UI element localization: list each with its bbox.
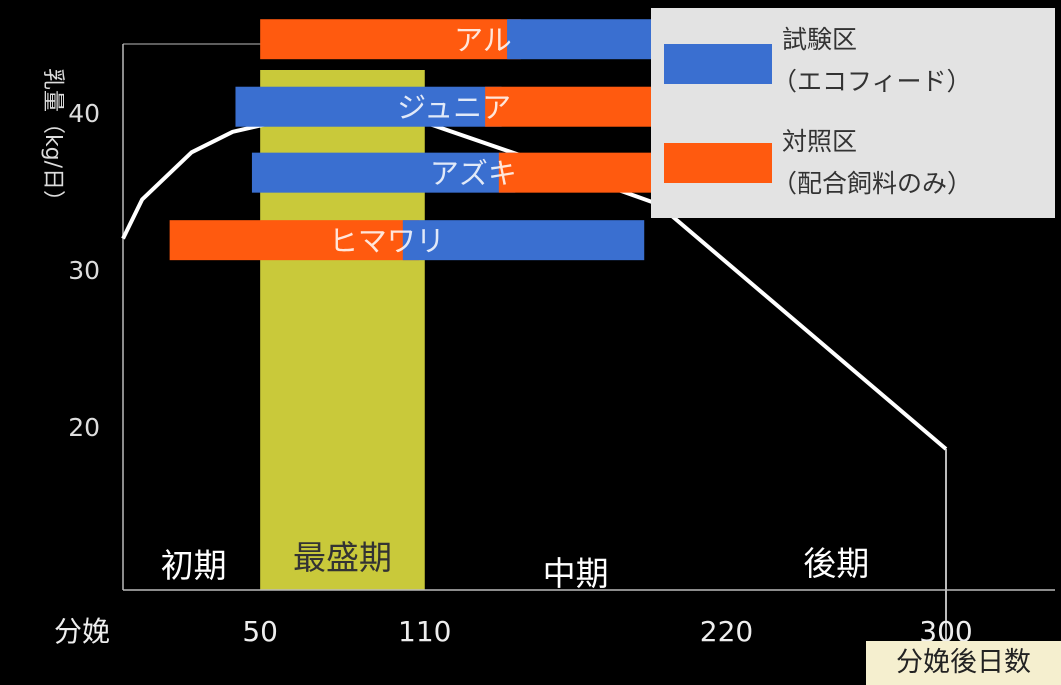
bar-1-0 — [235, 86, 502, 127]
legend-swatch-eco — [664, 44, 772, 84]
phase-label-2: 中期 — [543, 554, 609, 593]
bar-3-1 — [402, 220, 645, 261]
legend-sub-control: （配合飼料のみ） — [772, 169, 973, 198]
legend: 試験区 （エコフィード） 対照区 （配合飼料のみ） — [651, 8, 1055, 218]
cow-label-0: アル — [454, 23, 512, 57]
x-tick-label-3: 220 — [700, 615, 753, 648]
phase-label-0: 初期 — [161, 546, 227, 585]
highlight-band-1 — [260, 70, 425, 590]
cow-label-1: ジュニア — [397, 91, 511, 125]
y-axis-title: 乳量（kg/日） — [40, 68, 65, 212]
x-tick-label-0: 分娩 — [54, 615, 110, 648]
legend-sub-eco: （エコフィード） — [772, 67, 972, 96]
legend-label-eco: 試験区 — [782, 25, 858, 54]
x-tick-label-1: 50 — [242, 615, 278, 648]
x-axis-title: 分娩後日数 — [866, 641, 1061, 685]
cow-label-2: アズキ — [430, 157, 517, 191]
y-tick-label-2: 40 — [68, 99, 100, 128]
y-tick-label-1: 30 — [68, 256, 100, 285]
x-tick-label-2: 110 — [398, 615, 451, 648]
bar-3-0 — [169, 220, 420, 261]
cow-label-3: ヒマワリ — [329, 224, 445, 258]
bar-2-0 — [251, 152, 516, 193]
legend-label-control: 対照区 — [782, 127, 858, 156]
bar-0-0 — [260, 19, 521, 60]
phase-label-1: 最盛期 — [293, 538, 392, 577]
y-tick-label-0: 20 — [68, 413, 100, 442]
legend-swatch-control — [664, 143, 772, 183]
phase-label-3: 後期 — [803, 544, 869, 583]
